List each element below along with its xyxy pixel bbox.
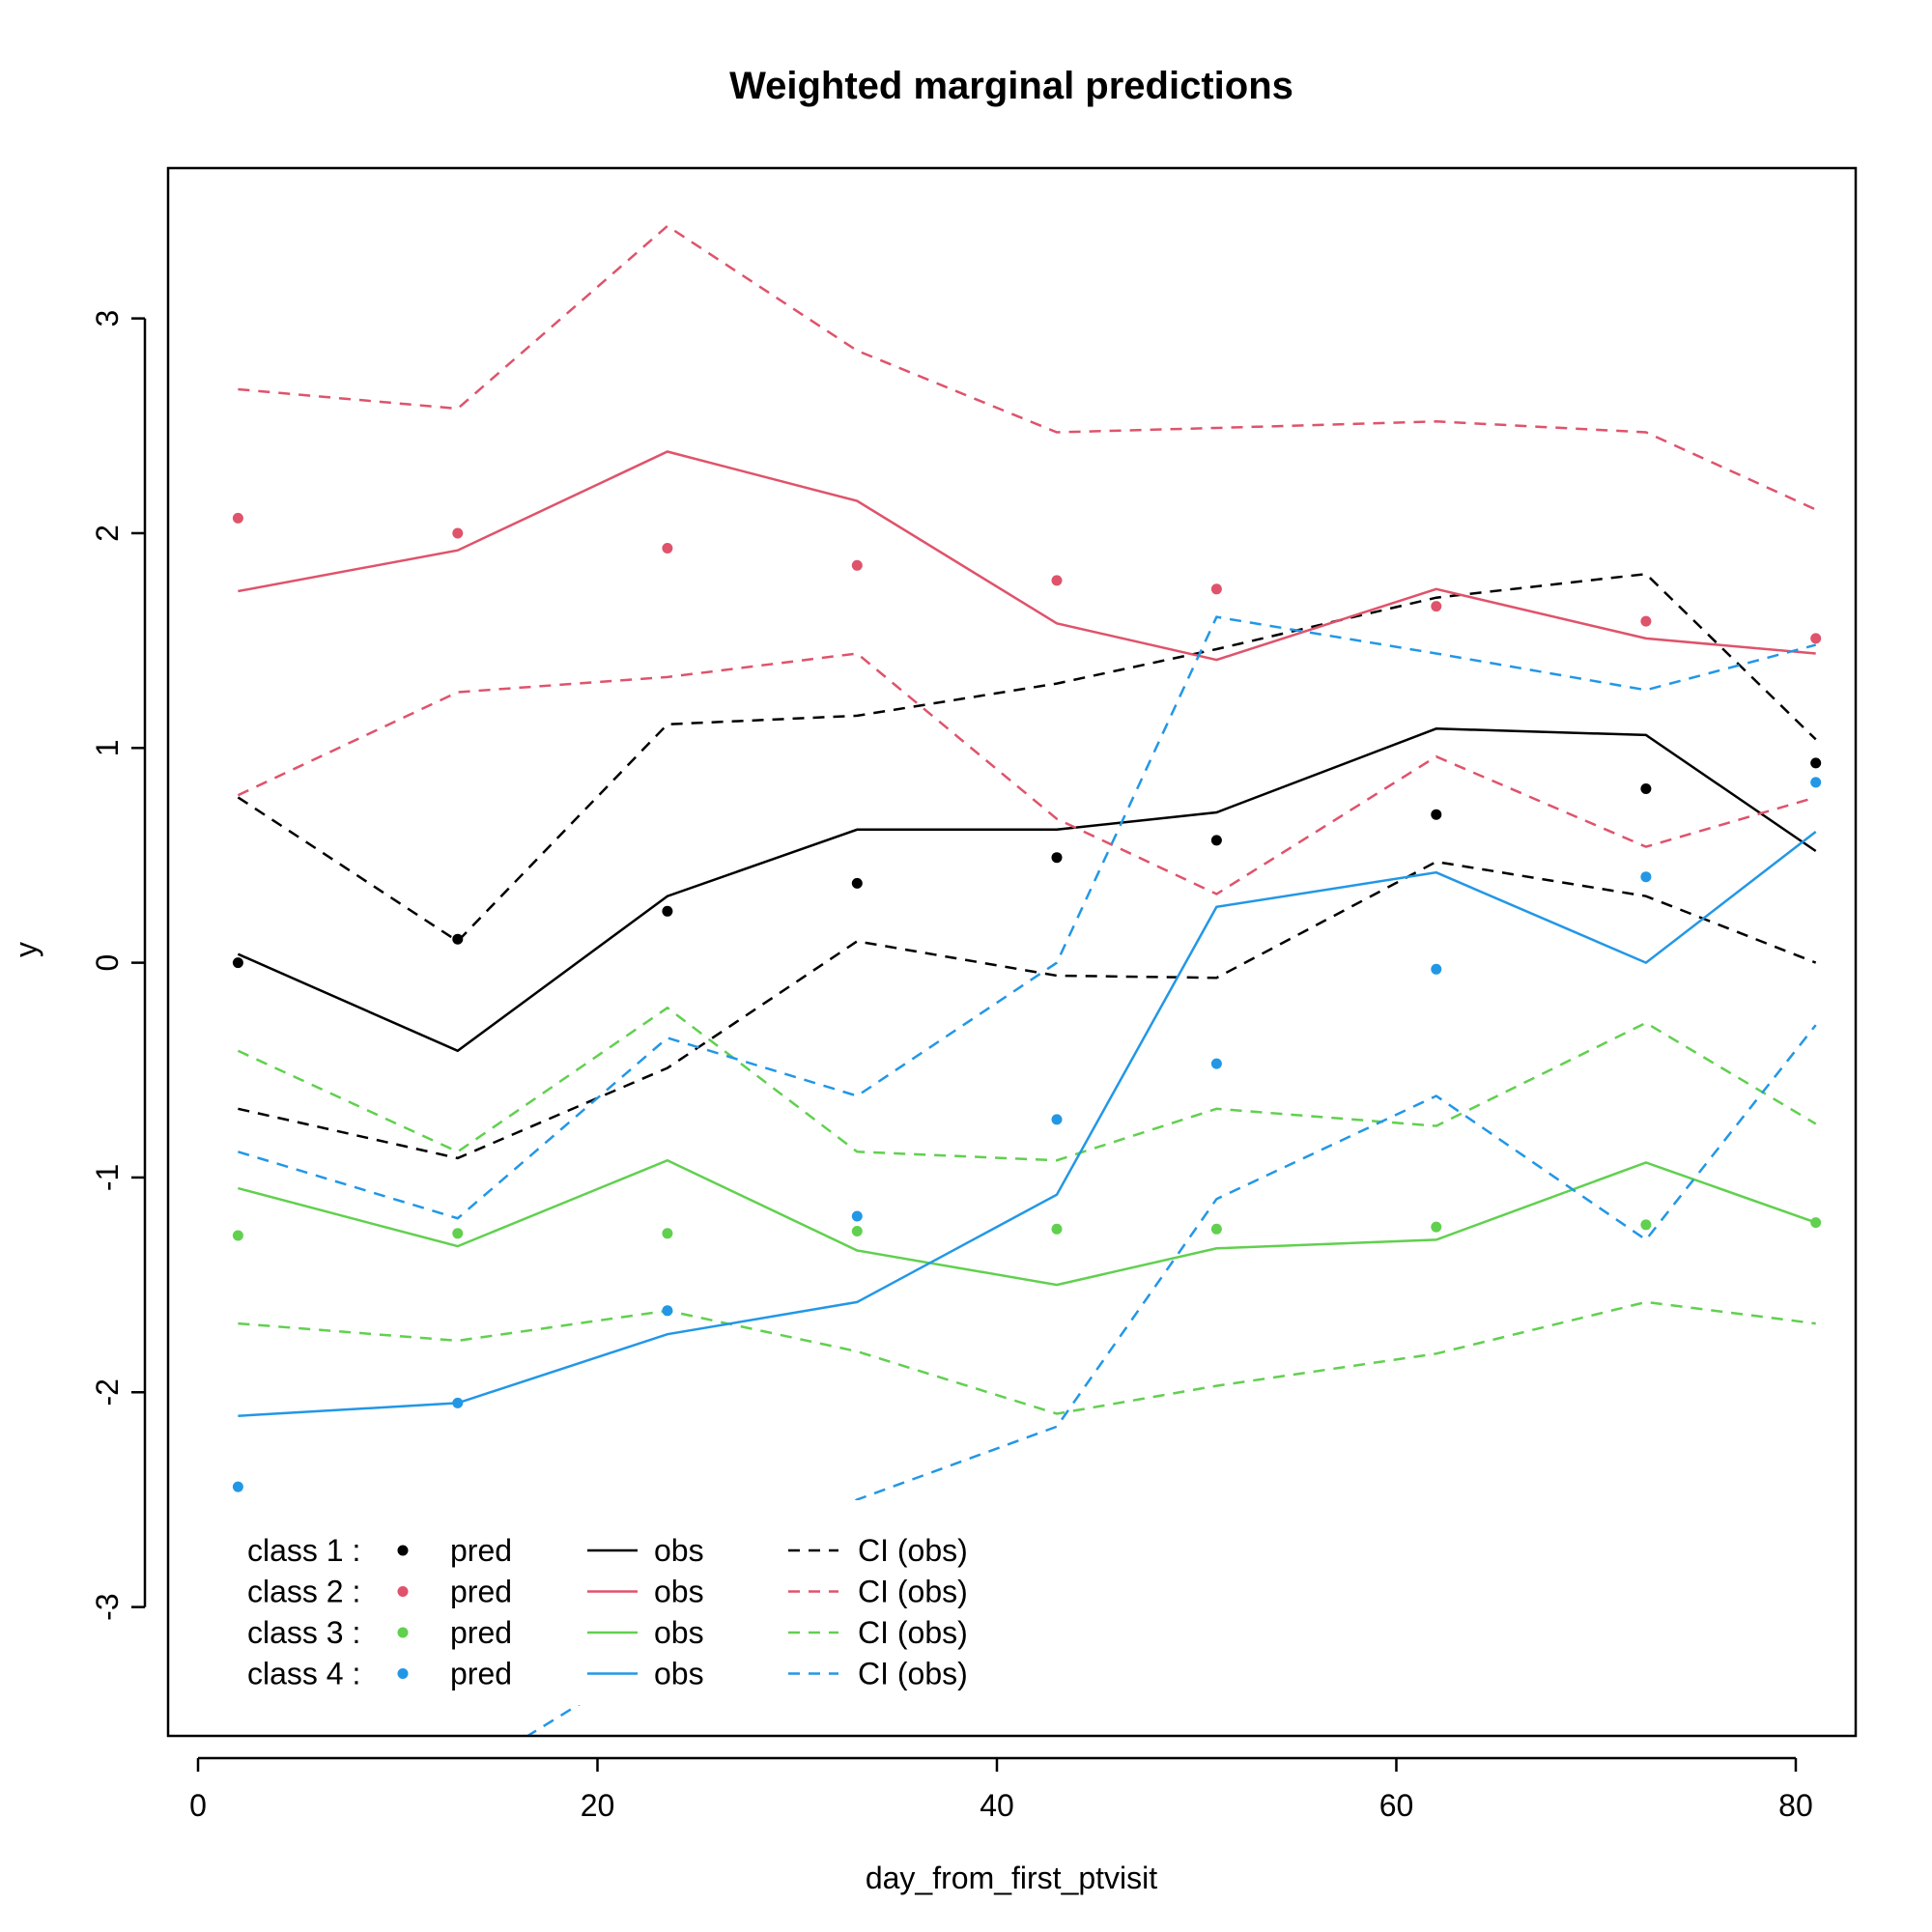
axes: 0 20 40 60 80 -3 -2 -1 0 1 2 3	[90, 310, 1813, 1823]
y-tick-label: -2	[90, 1378, 125, 1406]
class-3-pred-point	[1810, 1217, 1822, 1229]
class-1-pred-point	[1431, 809, 1442, 820]
legend-row-class-1: class 1 : pred obs CI (obs)	[247, 1533, 968, 1568]
x-tick-label: 0	[189, 1788, 207, 1823]
legend-obs-label: obs	[654, 1615, 704, 1650]
class-2-pred-point	[662, 543, 673, 554]
legend-row-class-3: class 3 : pred obs CI (obs)	[247, 1615, 968, 1650]
x-tick-label: 40	[980, 1788, 1014, 1823]
class-3-ci-lower-line	[238, 1300, 1816, 1415]
class-4-pred-point	[452, 1397, 464, 1408]
class-4-series	[232, 615, 1822, 1736]
legend-pred-marker	[397, 1586, 409, 1597]
y-tick-label: -1	[90, 1164, 125, 1191]
legend-pred-label: pred	[450, 1657, 512, 1691]
class-3-obs-line	[238, 1158, 1817, 1287]
class-4-pred-point	[1051, 1114, 1063, 1125]
class-2-pred-point	[1640, 615, 1652, 627]
x-tick-label: 80	[1778, 1788, 1813, 1823]
class-3-pred-point	[1640, 1219, 1652, 1231]
class-3-pred-point	[851, 1226, 863, 1236]
legend-class-label: class 1 :	[247, 1533, 360, 1568]
class-2-pred-point	[1210, 583, 1222, 595]
class-1-pred-point	[851, 877, 863, 889]
legend-class-label: class 3 :	[247, 1615, 360, 1650]
legend-obs-label: obs	[654, 1657, 704, 1691]
class-4-pred-point	[851, 1210, 863, 1222]
class-3-pred-point	[1210, 1223, 1222, 1235]
legend: class 1 : pred obs CI (obs) class 2 : pred obs…	[247, 1533, 968, 1691]
class-1-pred-point	[452, 933, 464, 945]
x-axis-label: day_from_first_ptvisit	[866, 1861, 1157, 1895]
class-4-pred-point	[232, 1481, 243, 1492]
legend-ci-label: CI (obs)	[858, 1657, 968, 1691]
class-1-ci-upper-line	[237, 572, 1817, 944]
legend-row-class-4: class 4 : pred obs CI (obs)	[247, 1657, 968, 1691]
x-tick-label: 20	[581, 1788, 615, 1823]
class-4-ci-upper-line	[238, 615, 1817, 1220]
legend-pred-label: pred	[450, 1575, 512, 1609]
y-tick-label: -3	[90, 1593, 125, 1620]
class-3-pred-point	[1051, 1223, 1063, 1235]
y-tick-label: 1	[90, 739, 125, 756]
class-3-pred-point	[232, 1230, 243, 1241]
class-2-pred-point	[1810, 633, 1822, 644]
class-1-pred-point	[662, 905, 673, 917]
legend-pred-label: pred	[450, 1533, 512, 1568]
y-tick-label: 0	[90, 954, 125, 972]
class-1-pred-point	[1810, 757, 1822, 769]
legend-box	[168, 1500, 1047, 1705]
class-3-ci-upper-line	[237, 1006, 1817, 1162]
class-1-obs-line	[237, 727, 1817, 1053]
class-3-pred-point	[1431, 1221, 1442, 1233]
class-2-pred-point	[851, 559, 863, 571]
y-tick-label: 2	[90, 525, 125, 542]
legend-obs-label: obs	[654, 1575, 704, 1609]
class-3-pred-point	[452, 1228, 464, 1239]
class-1-pred-point	[1640, 783, 1652, 794]
class-3-pred-point	[662, 1228, 673, 1239]
class-1-pred-point	[232, 957, 243, 969]
class-4-pred-point	[1431, 963, 1442, 975]
legend-pred-marker	[397, 1627, 409, 1638]
x-tick-label: 60	[1379, 1788, 1414, 1823]
legend-pred-marker	[397, 1668, 409, 1679]
legend-class-label: class 4 :	[247, 1657, 360, 1691]
class-2-ci-upper-line	[238, 224, 1817, 511]
class-1-pred-point	[1210, 835, 1222, 846]
class-4-pred-point	[1810, 777, 1822, 788]
class-4-pred-point	[1640, 871, 1652, 883]
class-2-pred-point	[452, 527, 464, 539]
legend-ci-label: CI (obs)	[858, 1575, 968, 1609]
legend-row-class-2: class 2 : pred obs CI (obs)	[247, 1575, 968, 1609]
plot-frame	[166, 166, 1858, 1738]
class-3-series	[232, 1006, 1822, 1415]
chart-title: Weighted marginal predictions	[729, 65, 1293, 107]
legend-ci-label: CI (obs)	[858, 1615, 968, 1650]
class-2-pred-point	[232, 512, 243, 524]
class-2-series	[232, 224, 1822, 895]
legend-pred-label: pred	[450, 1615, 512, 1650]
class-4-pred-point	[662, 1305, 673, 1317]
class-2-obs-line	[238, 450, 1816, 662]
y-axis-label: y	[9, 942, 43, 957]
class-2-pred-point	[1431, 601, 1442, 612]
class-2-pred-point	[1051, 575, 1063, 586]
legend-pred-marker	[397, 1545, 409, 1556]
series-layer	[232, 224, 1822, 1736]
class-1-series	[232, 572, 1822, 1160]
y-tick-label: 3	[90, 310, 125, 327]
class-4-pred-point	[1210, 1058, 1222, 1069]
legend-obs-label: obs	[654, 1533, 704, 1568]
class-4-obs-line	[238, 831, 1817, 1417]
legend-class-label: class 2 :	[247, 1575, 360, 1609]
class-1-pred-point	[1051, 852, 1063, 864]
class-2-ci-lower-line	[237, 652, 1817, 895]
legend-ci-label: CI (obs)	[858, 1533, 968, 1568]
